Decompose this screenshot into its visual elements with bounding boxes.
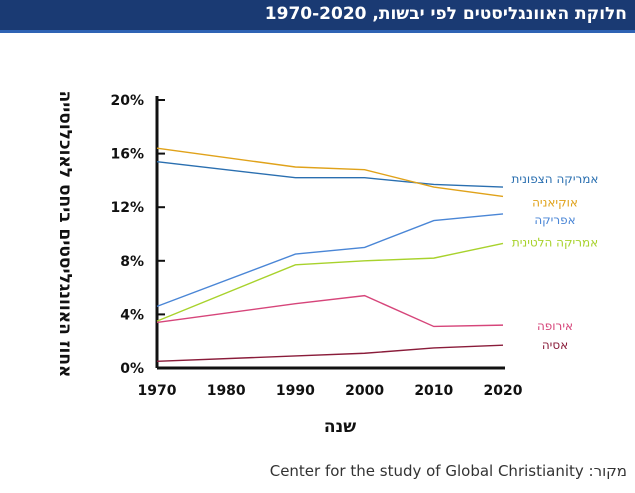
y-tick-label: 20%	[110, 93, 144, 109]
x-tick-label: 2020	[484, 383, 523, 399]
series-label: אסיה	[542, 338, 568, 352]
series-line	[156, 160, 504, 188]
x-axis-title: שנה	[324, 417, 356, 437]
series-line	[156, 242, 504, 322]
header-divider	[0, 30, 635, 33]
series-label: אמריקה הלטינית	[512, 235, 598, 249]
header-bar: חלוקת האוונגליסטים לפי יבשות, 1970-2020	[0, 0, 635, 30]
series-label: אירופה	[537, 319, 573, 333]
x-tick-label: 1970	[138, 383, 177, 399]
series-line	[156, 213, 504, 308]
x-tick-label: 2010	[414, 383, 453, 399]
y-tick-label: 4%	[120, 307, 144, 323]
y-tick-label: 12%	[110, 200, 144, 216]
x-tick-label: 2000	[345, 383, 384, 399]
series-line	[156, 294, 504, 328]
y-tick-label: 0%	[120, 361, 144, 377]
y-tick-label: 16%	[110, 147, 144, 163]
page-title: חלוקת האוונגליסטים לפי יבשות, 1970-2020	[264, 4, 627, 24]
series-label: אפריקה	[534, 213, 575, 227]
series-line	[156, 344, 504, 362]
x-tick-label: 1990	[276, 383, 315, 399]
y-axis-title: אחוז האוונגליסטים ביחס לאוכלוסייה	[55, 91, 75, 378]
series-line	[156, 147, 504, 198]
source-note: מקור: Center for the study of Global Chr…	[269, 462, 627, 480]
series-label: אוקיאניה	[532, 195, 578, 209]
x-tick-label: 1980	[207, 383, 246, 399]
y-tick-label: 8%	[120, 254, 144, 270]
series-label: אמריקה הצפונית	[512, 172, 599, 186]
